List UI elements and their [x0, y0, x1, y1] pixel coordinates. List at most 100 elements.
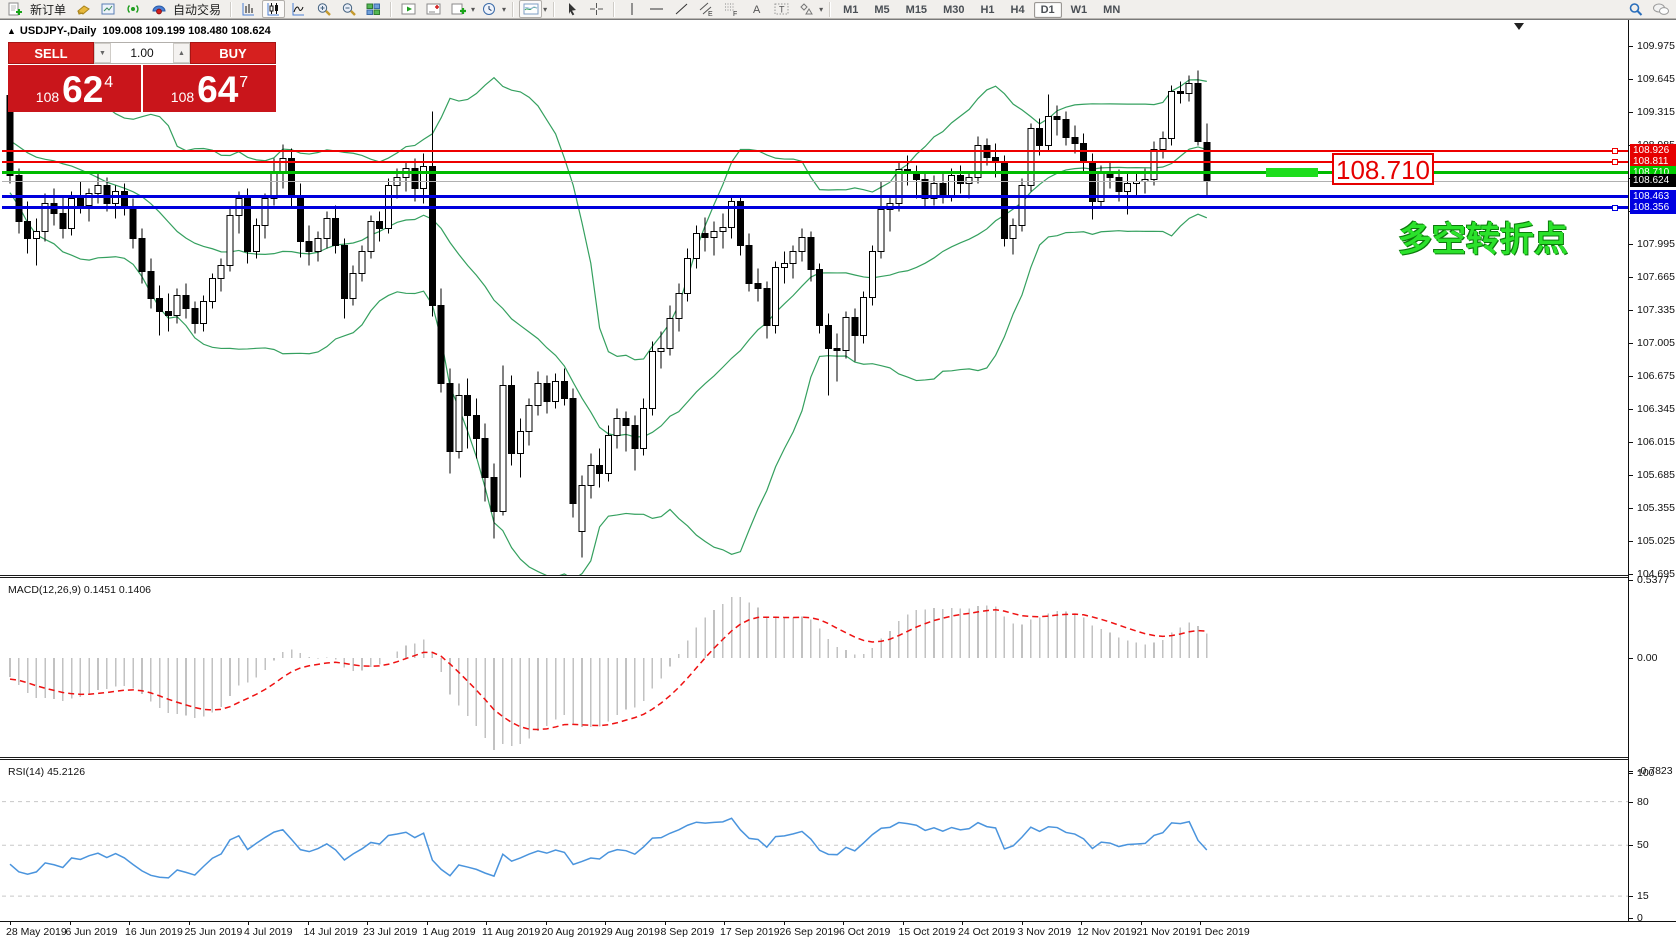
candlestick-chart-icon[interactable] [262, 0, 286, 18]
timeframe-button-m5[interactable]: M5 [874, 4, 890, 16]
candle-body [596, 465, 604, 474]
price-axis-label: 107.665 [1637, 271, 1675, 283]
timeframe-button-h1[interactable]: H1 [980, 4, 995, 16]
autotrading-label[interactable]: 自动交易 [173, 2, 222, 17]
price-axis-label: 107.335 [1637, 304, 1675, 316]
candle-body [534, 383, 542, 406]
sell-button[interactable]: SELL [8, 42, 94, 64]
axis-tick-mark [1629, 343, 1633, 344]
auto-scroll-icon[interactable] [397, 0, 420, 18]
axis-tick-mark [1629, 277, 1633, 278]
ohlc-readout: 109.008 109.199 108.480 108.624 [102, 25, 271, 37]
date-tick-label: 21 Nov 2019 [1136, 926, 1197, 938]
horizontal-level-line[interactable] [2, 170, 1628, 174]
timeframe-button-m1[interactable]: M1 [843, 4, 859, 16]
signal-icon[interactable] [122, 0, 145, 18]
candle-body [1027, 128, 1035, 186]
rsi-canvas[interactable] [0, 762, 1628, 921]
timeframe-button-h4[interactable]: H4 [1010, 4, 1025, 16]
new-order-label[interactable]: 新订单 [30, 2, 67, 17]
equidistant-channel-icon[interactable]: E [695, 0, 718, 18]
zoom-out-icon[interactable] [337, 0, 360, 18]
price-axis[interactable]: 0.5377 0.00 -0.7823 100 80 50 15 0 109.975 109.64… [1628, 20, 1676, 924]
timeframe-button-mn[interactable]: MN [1103, 4, 1121, 16]
text-label-icon[interactable]: T [770, 0, 793, 18]
line-handle[interactable] [1612, 159, 1618, 166]
chevron-down-icon[interactable]: ▾ [471, 4, 476, 14]
chart-shift-marker[interactable] [1514, 23, 1524, 30]
buy-button[interactable]: BUY [190, 42, 276, 64]
panel-separator[interactable] [0, 575, 1676, 578]
sell-price-button[interactable]: 108 62 4 [8, 65, 141, 112]
timeframe-button-d1[interactable]: D1 [1033, 2, 1062, 18]
candle-body [640, 408, 648, 449]
tile-windows-icon[interactable] [362, 0, 385, 18]
community-chat-icon[interactable] [1649, 0, 1672, 18]
search-icon[interactable] [1624, 0, 1647, 18]
horizontal-level-line[interactable] [2, 195, 1628, 199]
rsi-axis-label: 50 [1637, 839, 1649, 852]
date-tick-mark [188, 922, 190, 925]
chevron-down-icon[interactable]: ▾ [502, 4, 507, 14]
macd-canvas[interactable] [0, 580, 1628, 757]
candle-body [376, 221, 384, 229]
text-icon[interactable]: A [745, 0, 768, 18]
autotrading-icon[interactable] [147, 0, 170, 18]
trendline-icon[interactable] [670, 0, 693, 18]
horizontal-level-line[interactable] [2, 161, 1628, 164]
periods-clock-icon[interactable] [478, 0, 501, 18]
line-handle[interactable] [1612, 147, 1618, 154]
new-order-icon[interactable] [4, 0, 27, 18]
candle-body [472, 415, 480, 439]
axis-tick-mark [1629, 46, 1633, 47]
horizontal-level-line[interactable] [2, 205, 1628, 209]
timeframe-button-m30[interactable]: M30 [943, 4, 965, 16]
date-tick-mark [902, 922, 904, 925]
date-tick-mark [783, 922, 785, 925]
candle-body [754, 283, 762, 289]
main-chart-canvas[interactable] [0, 22, 1628, 575]
level-price-tag: 108.926 [1630, 143, 1676, 157]
buy-price-button[interactable]: 108 64 7 [143, 65, 276, 112]
panel-separator[interactable] [0, 757, 1676, 760]
buy-price-big: 64 [197, 69, 239, 110]
annotation-note-text[interactable]: 多空转折点 [1398, 221, 1568, 259]
macd-signal-line [9, 609, 1207, 731]
highlight-rectangle-object[interactable] [1266, 167, 1318, 177]
candle-body [569, 398, 577, 504]
add-indicator-icon[interactable] [447, 0, 470, 18]
styles-icon[interactable] [72, 0, 95, 18]
shapes-icon[interactable] [795, 0, 818, 18]
timeframe-button-w1[interactable]: W1 [1070, 4, 1088, 16]
zoom-in-icon[interactable] [312, 0, 335, 18]
volume-increase-button[interactable]: ▲ [173, 43, 190, 63]
fibonacci-icon[interactable]: F [720, 0, 743, 18]
horizontal-line-icon[interactable] [645, 0, 668, 18]
indicators-list-icon[interactable] [519, 0, 543, 18]
line-chart-icon[interactable] [287, 0, 310, 18]
chart-shift-icon[interactable] [422, 0, 445, 18]
price-callout-box[interactable]: 108.710 [1332, 153, 1434, 185]
vertical-line-icon[interactable] [620, 0, 643, 18]
candle-body [816, 269, 824, 326]
date-tick-mark [69, 922, 71, 925]
date-axis[interactable]: 28 May 2019 6 Jun 2019 16 Jun 2019 25 Jun 2… [0, 921, 1676, 942]
candle-body [1062, 119, 1070, 138]
data-window-icon[interactable] [97, 0, 120, 18]
candle-body [657, 348, 665, 352]
volume-decrease-button[interactable]: ▼ [94, 43, 111, 63]
crosshair-icon[interactable] [585, 0, 608, 18]
bar-chart-icon[interactable] [237, 0, 260, 18]
cursor-icon[interactable] [560, 0, 583, 18]
horizontal-level-line[interactable] [2, 149, 1628, 152]
candle-body [622, 418, 630, 426]
line-handle[interactable] [1612, 204, 1618, 211]
date-tick-mark [724, 922, 725, 925]
candle-body [877, 209, 885, 252]
chevron-down-icon[interactable]: ▾ [819, 4, 824, 14]
timeframe-button-m15[interactable]: M15 [905, 4, 928, 16]
volume-input[interactable]: 1.00 [130, 46, 154, 60]
axis-tick-mark [1629, 771, 1633, 773]
date-tick-label: 8 Sep 2019 [660, 926, 715, 938]
chevron-down-icon[interactable]: ▾ [543, 4, 548, 14]
